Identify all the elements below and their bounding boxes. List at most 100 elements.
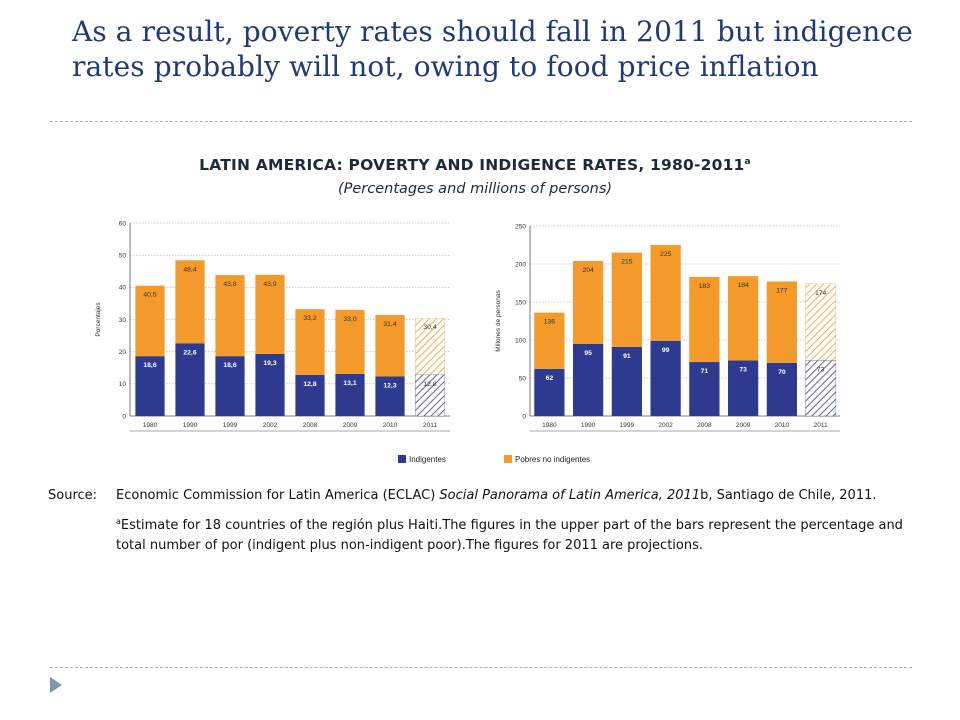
pct-y-tick-label: 60 — [119, 220, 127, 227]
mil-bar-indigent — [728, 360, 759, 416]
pct-bar-indigent — [295, 374, 325, 416]
pct-bar-non-indigent — [135, 285, 165, 357]
mil-bar-non-indigent — [766, 281, 797, 363]
mil-label-total: 177 — [776, 287, 788, 294]
pct-label-total: 30,4 — [423, 324, 436, 331]
pct-y-tick-label: 50 — [119, 252, 127, 259]
pct-bar-indigent — [375, 376, 405, 416]
footnote: aEstimate for 18 countries of the región… — [116, 512, 928, 556]
mil-bar-non-indigent — [573, 260, 604, 344]
mil-label-indigent: 95 — [584, 350, 592, 357]
source-text-part-2: b, Santiago de Chile, 2011. — [700, 488, 877, 503]
mil-category-label: 1980 — [542, 422, 557, 429]
mil-label-total: 184 — [737, 282, 749, 289]
pct-bar-non-indigent — [215, 275, 245, 357]
mil-label-total: 204 — [582, 267, 594, 274]
pct-y-tick-label: 20 — [119, 349, 127, 356]
source-text-part-1: Economic Commission for Latin America (E… — [116, 488, 440, 503]
mil-category-label: 1990 — [581, 422, 596, 429]
legend-swatch-non-indigent — [504, 455, 512, 463]
figure-title-text: LATIN AMERICA: POVERTY AND INDIGENCE RAT… — [199, 156, 745, 174]
pct-bar-non-indigent — [295, 309, 325, 375]
mil-label-total: 215 — [621, 259, 633, 266]
pct-label-total: 33,0 — [343, 316, 356, 323]
pct-bar-indigent — [255, 353, 285, 416]
mil-y-tick-label: 0 — [522, 413, 526, 420]
pct-y-axis-label: Porcentajes — [95, 302, 102, 337]
mil-y-tick-label: 150 — [515, 299, 526, 306]
pct-bar-non-indigent — [255, 274, 285, 354]
pct-y-tick-label: 40 — [119, 285, 127, 292]
pct-label-indigent: 12,8 — [303, 381, 316, 388]
pct-label-total: 33,2 — [303, 315, 316, 322]
source-citation: Economic Commission for Latin America (E… — [116, 486, 916, 506]
mil-category-label: 2009 — [736, 422, 751, 429]
pct-bar-non-indigent — [335, 309, 365, 374]
pct-label-indigent: 19,3 — [263, 360, 276, 367]
pct-label-indigent: 18,6 — [223, 362, 236, 369]
mil-label-indigent: 91 — [623, 353, 631, 360]
pct-bar-indigent — [415, 374, 445, 417]
pct-category-label: 1990 — [183, 422, 198, 429]
mil-bar-indigent — [689, 362, 720, 416]
legend-swatch-indigent — [398, 455, 406, 463]
mil-y-tick-label: 250 — [515, 223, 526, 230]
footer-bullet-icon — [50, 677, 62, 693]
pct-bar-non-indigent — [415, 318, 445, 375]
mil-y-axis-label: Millones de personas — [495, 290, 502, 352]
mil-label-indigent: 62 — [546, 375, 554, 382]
mil-bar-indigent — [534, 368, 565, 416]
figure-title-note-marker: a — [744, 156, 751, 167]
pct-bar-non-indigent — [175, 260, 205, 344]
mil-bar-indigent — [805, 360, 836, 417]
slide-title: As a result, poverty rates should fall i… — [72, 15, 913, 83]
mil-category-label: 2011 — [814, 422, 828, 429]
pct-label-total: 31,4 — [383, 321, 396, 328]
mil-bar-non-indigent — [728, 276, 759, 361]
pct-label-indigent: 12,8 — [423, 381, 436, 388]
mil-label-indigent: 99 — [662, 347, 670, 354]
poverty-percentage-chart-svg: 0 10 20 30 40 50 60 Porcentajes 18,6 40,5 1980 22,6… — [95, 220, 450, 432]
pct-category-label: 2009 — [343, 422, 358, 429]
mil-label-total: 183 — [699, 283, 711, 290]
pct-label-total: 48,4 — [183, 266, 196, 273]
pct-bar-non-indigent — [375, 314, 405, 377]
mil-bar-indigent — [650, 340, 681, 416]
pct-label-total: 43,9 — [263, 281, 276, 288]
pct-category-label: 2008 — [303, 422, 318, 429]
mil-bar-non-indigent — [611, 252, 642, 347]
mil-label-indigent: 70 — [778, 369, 786, 376]
legend-label-non-indigent: Pobres no indigentes — [515, 455, 591, 464]
source-publication-title: Social Panorama of Latin America, 2011 — [439, 488, 701, 503]
pct-y-tick-label: 30 — [119, 317, 127, 324]
mil-bar-indigent — [573, 343, 604, 416]
pct-bar-indigent — [335, 373, 365, 416]
pct-label-total: 40,5 — [143, 292, 156, 299]
pct-category-label: 1980 — [143, 422, 158, 429]
mil-label-total: 174 — [815, 290, 827, 297]
mil-bar-indigent — [766, 362, 797, 416]
mil-y-tick-label: 100 — [515, 337, 526, 344]
footnote-marker: a — [116, 517, 121, 526]
mil-category-label: 2002 — [658, 422, 673, 429]
mil-bar-indigent — [611, 346, 642, 416]
pct-label-indigent: 13,1 — [343, 380, 356, 387]
footer-divider — [50, 667, 912, 668]
pct-y-tick-label: 10 — [119, 381, 127, 388]
legend-item-indigent: Indigentes — [398, 455, 446, 464]
mil-label-total: 225 — [660, 251, 672, 258]
pct-label-indigent: 22,6 — [183, 349, 196, 356]
mil-bar-non-indigent — [689, 276, 720, 363]
mil-y-tick-label: 50 — [519, 375, 527, 382]
pct-label-total: 43,8 — [223, 281, 236, 288]
pct-bar-indigent — [215, 356, 245, 416]
poverty-percentage-chart: 0 10 20 30 40 50 60 Porcentajes 18,6 40,5 1980 22,6… — [88, 214, 460, 444]
footnote-text: Estimate for 18 countries of the región … — [116, 518, 903, 553]
mil-y-tick-label: 200 — [515, 261, 526, 268]
pct-label-indigent: 12,3 — [383, 382, 396, 389]
figure-subtitle: (Percentages and millions of persons) — [337, 181, 613, 197]
pct-category-label: 2011 — [423, 422, 437, 429]
pct-bar-indigent — [175, 343, 205, 416]
poverty-millions-chart: 0 50 100 150 200 250 Millones de personas 62 136… — [490, 214, 845, 444]
title-divider — [50, 121, 912, 122]
